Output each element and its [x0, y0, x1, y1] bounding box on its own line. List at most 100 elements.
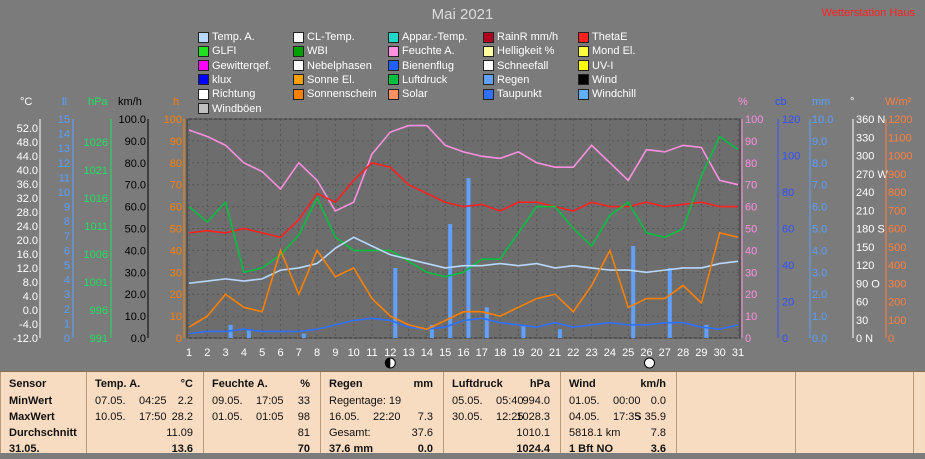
stats-cell: 12:25 [496, 411, 524, 423]
stats-cell: Durchschnitt [9, 427, 77, 439]
stats-cell: S 35.9 [634, 411, 666, 423]
legend-swatch [198, 88, 209, 100]
legend-swatch [388, 45, 399, 57]
stats-column: Sensor MinWert MaxWert Durchschnitt 31.05. [0, 372, 86, 455]
legend-item[interactable]: Feuchte A. [388, 45, 455, 57]
axis-tick-label: 240 [856, 187, 874, 199]
legend-item[interactable]: Taupunkt [483, 88, 542, 100]
legend-item[interactable]: GLFI [198, 45, 236, 57]
legend-item[interactable]: Solar [388, 88, 428, 100]
stats-header-title: Temp. A. [95, 378, 141, 390]
axis-unit-label: km/h [118, 96, 142, 108]
stats-cell: 7.8 [650, 427, 666, 439]
stats-cell: 00:00 [613, 395, 641, 407]
stats-cell: 98 [297, 411, 310, 423]
legend-swatch [578, 60, 589, 72]
legend-item[interactable]: UV-I [578, 60, 613, 72]
legend-item[interactable]: CL-Temp. [293, 31, 355, 43]
axis-tick-label: 120 [856, 260, 874, 272]
axis-tick-label: 52.0 [17, 123, 38, 135]
axis-unit-label: ° [850, 96, 854, 108]
station-link[interactable]: Wetterstation Haus [821, 7, 915, 19]
axis-tick-label: 7.0 [812, 180, 827, 192]
legend-item[interactable]: Richtung [198, 88, 255, 100]
chart-svg: 52.048.044.040.036.032.028.024.020.016.0… [13, 96, 912, 369]
legend-swatch [578, 45, 589, 57]
legend-swatch [578, 74, 589, 86]
axis-tick-label: 1011 [84, 221, 108, 233]
axis-tick-label: 30 [170, 267, 182, 279]
axis-tick-label: 360 N [856, 114, 885, 126]
rain-bar [521, 324, 526, 338]
stats-cell: 81 [297, 427, 310, 439]
legend-item[interactable]: Sonnenschein [293, 88, 377, 100]
legend-label: Taupunkt [497, 88, 542, 101]
legend-item[interactable]: klux [198, 74, 232, 86]
axis-tick-label: 0 [888, 333, 894, 345]
rain-bar [429, 324, 434, 338]
axis-tick-label: 90 [745, 136, 757, 148]
axis-tick-label: 330 [856, 132, 874, 144]
rain-bar [704, 324, 709, 338]
day-label: 5 [259, 347, 265, 359]
legend-label: RainR mm/h [497, 31, 559, 43]
stats-cell: 0.0 [650, 395, 666, 407]
axis-tick-label: 20.0 [125, 289, 146, 301]
axis-tick-label: 8.0 [812, 158, 827, 170]
legend-item[interactable]: Sonne El. [293, 74, 355, 86]
legend-item[interactable]: Wind [578, 74, 617, 86]
axis-tick-label: 5.0 [812, 224, 827, 236]
legend-item[interactable]: Bienenflug [388, 60, 454, 72]
legend-item[interactable]: Windböen [198, 103, 262, 115]
stats-cell: 31.05. [9, 443, 40, 455]
legend-item[interactable]: Regen [483, 74, 529, 86]
stats-cell: 5818.1 km [569, 427, 621, 439]
stats-cell: 10.05. [95, 411, 126, 423]
axis-tick-label: 100.0 [118, 114, 146, 126]
legend-label: Appar.-Temp. [402, 31, 468, 43]
axis-tick-label: 44.0 [17, 151, 38, 163]
stats-header-unit: km/h [640, 378, 666, 390]
stats-column: Wind km/h 01.05. 00:00 0.0 04.05. 17:35 S 35.9 5… [560, 372, 676, 455]
legend-item[interactable]: Windchill [578, 88, 636, 100]
legend-item[interactable]: Appar.-Temp. [388, 31, 467, 43]
axis-tick-label: 991 [90, 333, 108, 345]
axis-tick-label: 60 [745, 202, 757, 214]
legend-item[interactable]: WBI [293, 45, 328, 57]
legend-label: Sonne El. [307, 73, 355, 86]
legend-item[interactable]: Temp. A. [198, 31, 255, 43]
stats-row: 05.05. 05:40 994.0 [444, 395, 560, 411]
axis-tick-label: 20 [745, 289, 757, 301]
legend-item[interactable]: Nebelphasen [293, 60, 372, 72]
stats-cell: 09.05. [212, 395, 243, 407]
axis-tick-label: 1016 [84, 193, 108, 205]
legend-swatch [293, 74, 304, 86]
legend-label: Bienenflug [402, 59, 454, 72]
rain-bar [393, 267, 398, 338]
day-label: 14 [421, 347, 433, 359]
day-label: 24 [604, 347, 616, 359]
axis-tick-label: 6.0 [812, 202, 827, 214]
legend-item[interactable]: RainR mm/h [483, 31, 558, 43]
axis-tick-label: 0.0 [812, 333, 827, 345]
stats-row: 07.05. 04:25 2.2 [87, 395, 203, 411]
legend-item[interactable]: Schneefall [483, 60, 548, 72]
axis-unit-label: °C [20, 96, 32, 108]
legend-item[interactable]: Helligkeit % [483, 45, 554, 57]
stats-header-unit: hPa [529, 378, 550, 390]
stats-cell: 37.6 mm [329, 443, 374, 455]
axis-tick-label: 15 [58, 114, 70, 126]
axis-tick-label: 1001 [84, 277, 108, 289]
axis-tick-label: 11 [59, 172, 70, 184]
legend-item[interactable]: Mond El. [578, 45, 635, 57]
moon-phase-icon [385, 358, 391, 368]
legend-item[interactable]: Gewitterqef. [198, 60, 271, 72]
legend-item[interactable]: ThetaE [578, 31, 627, 43]
axis-tick-label: 10.0 [125, 311, 146, 323]
axis-tick-label: 70 [745, 180, 757, 192]
legend-item[interactable]: Luftdruck [388, 74, 447, 86]
statistics-panel: Sensor MinWert MaxWert Durchschnitt 31.05. Te… [0, 371, 925, 455]
axis-tick-label: 1006 [84, 249, 108, 261]
stats-header: Temp. A. °C [87, 378, 203, 394]
legend-swatch [198, 45, 209, 57]
